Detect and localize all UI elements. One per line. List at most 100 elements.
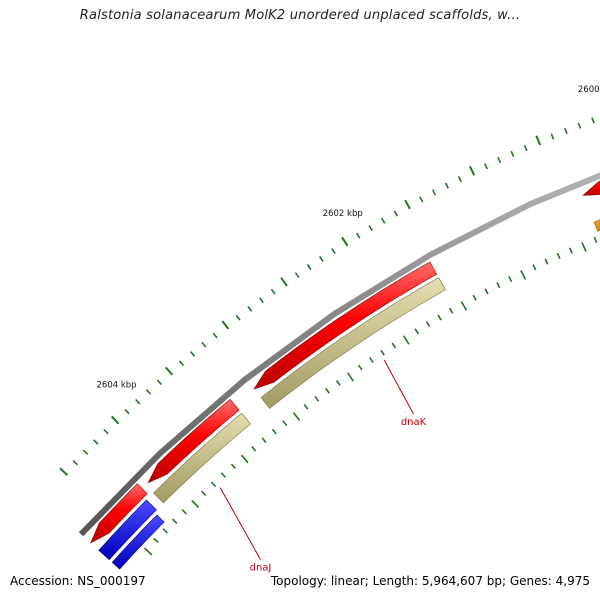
tick-mark <box>201 341 207 348</box>
inner-tick-mark <box>581 242 587 252</box>
inner-tick-mark <box>449 307 454 314</box>
tick-mark <box>591 117 595 124</box>
cds-block <box>98 499 157 561</box>
inner-tick-mark <box>391 342 397 349</box>
cds-block-small <box>593 219 600 232</box>
tick-mark <box>270 288 276 295</box>
tick-mark <box>294 272 300 279</box>
inner-tick-mark <box>335 380 341 386</box>
gene-label: dnaJ <box>250 563 272 574</box>
inner-tick-mark <box>325 387 330 394</box>
tick-mark <box>156 379 162 386</box>
leader-line <box>383 359 414 415</box>
inner-tick-mark <box>425 321 431 328</box>
tick-mark <box>510 150 515 158</box>
feature-layer <box>90 180 600 570</box>
inner-tick-mark <box>357 364 363 371</box>
tick-mark <box>93 439 99 445</box>
inner-tick-mark <box>271 428 277 435</box>
tick-mark <box>221 320 230 330</box>
inner-tick-mark <box>380 349 385 356</box>
tick-mark <box>59 467 69 476</box>
tick-mark <box>212 332 218 339</box>
inner-tick-mark <box>460 301 468 311</box>
tick-mark <box>550 133 555 140</box>
tick-mark <box>82 449 89 455</box>
inner-tick-mark <box>201 490 207 497</box>
inner-tick-mark <box>544 258 549 265</box>
tick-mark <box>110 415 120 425</box>
inner-tick-mark <box>369 357 374 364</box>
tick-mark <box>419 196 424 203</box>
tick-mark <box>235 314 241 321</box>
tick-mark <box>72 460 78 466</box>
tick-mark <box>135 398 141 405</box>
tick-label: 2600 kbp <box>578 85 600 95</box>
inner-tick-mark <box>220 472 226 478</box>
gene-arrow <box>90 483 148 544</box>
accession-text: Accession: NS_000197 <box>10 574 146 588</box>
tick-mark <box>457 176 463 183</box>
tick-mark <box>124 408 130 415</box>
tick-mark <box>178 360 184 367</box>
gene-arrow <box>253 261 438 390</box>
inner-tick-mark <box>568 247 573 254</box>
inner-tick-mark <box>230 463 236 470</box>
tick-mark <box>165 366 174 376</box>
tick-mark <box>341 236 349 247</box>
inner-tick-mark <box>240 454 249 464</box>
tick-mark <box>189 351 196 357</box>
inner-tick-mark <box>172 518 178 524</box>
tick-mark <box>247 306 253 312</box>
inner-tick-mark <box>414 328 419 335</box>
inner-tick-mark <box>251 445 257 452</box>
inner-tick-mark <box>346 372 354 382</box>
leader-line <box>219 487 261 560</box>
tick-label: 2602 kbp <box>323 209 363 219</box>
tick-mark <box>331 248 336 255</box>
inner-tick-mark <box>520 270 527 280</box>
tick-mark <box>535 135 542 146</box>
tick-mark <box>368 225 373 232</box>
tick-mark <box>404 199 411 210</box>
inner-tick-mark <box>303 403 309 410</box>
tick-mark <box>431 189 437 196</box>
inner-tick-mark <box>153 537 159 543</box>
inner-tick-mark <box>496 282 501 289</box>
inner-tick-mark <box>437 314 442 321</box>
inner-tick-mark <box>484 288 489 295</box>
inner-tick-mark <box>143 547 153 556</box>
tick-mark <box>306 264 312 270</box>
topology-stats-text: Topology: linear; Length: 5,964,607 bp; … <box>270 574 590 588</box>
inner-tick-mark <box>181 509 187 515</box>
cds-block <box>260 277 447 409</box>
inner-tick-mark <box>261 437 267 444</box>
inner-tick-mark <box>402 335 410 345</box>
tick-mark <box>469 165 476 176</box>
cds-block-small <box>111 514 165 570</box>
tick-mark <box>577 122 582 129</box>
tick-mark <box>381 217 386 224</box>
label-layer: dnaJdnaKrnkRSMK01892grpEhslRhemHhutIhutG… <box>219 359 427 574</box>
inner-tick-mark <box>282 420 288 427</box>
tick-mark <box>483 163 489 170</box>
gene-label: dnaK <box>401 417 427 428</box>
tick-label: 2604 kbp <box>97 380 137 390</box>
tick-mark <box>393 210 398 217</box>
tick-mark <box>145 389 152 395</box>
tick-mark <box>564 128 568 135</box>
inner-tick-mark <box>508 276 513 283</box>
map-title: Ralstonia solanacearum MolK2 unordered u… <box>79 8 521 23</box>
tick-mark <box>356 232 361 239</box>
inner-tick-mark <box>314 395 320 402</box>
inner-tick-mark <box>593 236 598 244</box>
tick-mark <box>497 156 502 164</box>
tick-mark <box>523 144 528 152</box>
inner-tick-mark <box>210 481 217 487</box>
inner-tick-mark <box>556 252 561 260</box>
inner-tick-mark <box>292 412 301 421</box>
gene-arrow <box>582 180 600 196</box>
tick-mark <box>259 297 264 304</box>
inner-tick-mark <box>162 528 168 534</box>
